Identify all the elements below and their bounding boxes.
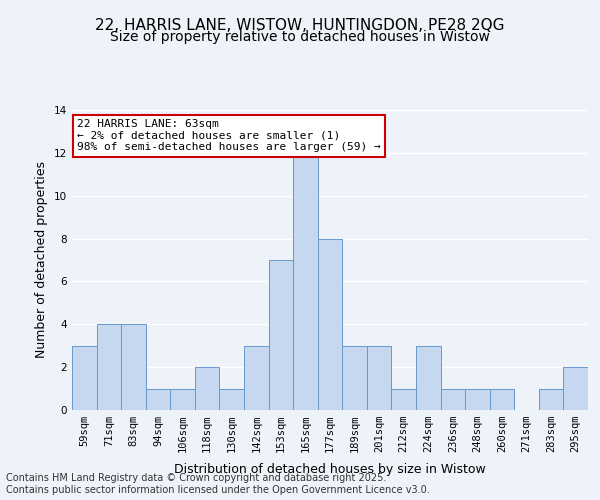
Bar xyxy=(563,367,588,410)
Bar xyxy=(293,153,318,410)
Bar xyxy=(416,346,440,410)
Text: 22, HARRIS LANE, WISTOW, HUNTINGDON, PE28 2QG: 22, HARRIS LANE, WISTOW, HUNTINGDON, PE2… xyxy=(95,18,505,32)
Text: 22 HARRIS LANE: 63sqm
← 2% of detached houses are smaller (1)
98% of semi-detach: 22 HARRIS LANE: 63sqm ← 2% of detached h… xyxy=(77,119,381,152)
Bar xyxy=(318,238,342,410)
Y-axis label: Number of detached properties: Number of detached properties xyxy=(35,162,49,358)
Bar xyxy=(367,346,391,410)
Bar xyxy=(220,388,244,410)
Bar xyxy=(440,388,465,410)
Bar xyxy=(342,346,367,410)
X-axis label: Distribution of detached houses by size in Wistow: Distribution of detached houses by size … xyxy=(174,464,486,476)
Text: Size of property relative to detached houses in Wistow: Size of property relative to detached ho… xyxy=(110,30,490,44)
Bar xyxy=(195,367,220,410)
Bar xyxy=(170,388,195,410)
Text: Contains HM Land Registry data © Crown copyright and database right 2025.
Contai: Contains HM Land Registry data © Crown c… xyxy=(6,474,430,495)
Bar xyxy=(72,346,97,410)
Bar xyxy=(121,324,146,410)
Bar xyxy=(244,346,269,410)
Bar xyxy=(97,324,121,410)
Bar xyxy=(269,260,293,410)
Bar xyxy=(490,388,514,410)
Bar xyxy=(539,388,563,410)
Bar xyxy=(146,388,170,410)
Bar xyxy=(465,388,490,410)
Bar xyxy=(391,388,416,410)
